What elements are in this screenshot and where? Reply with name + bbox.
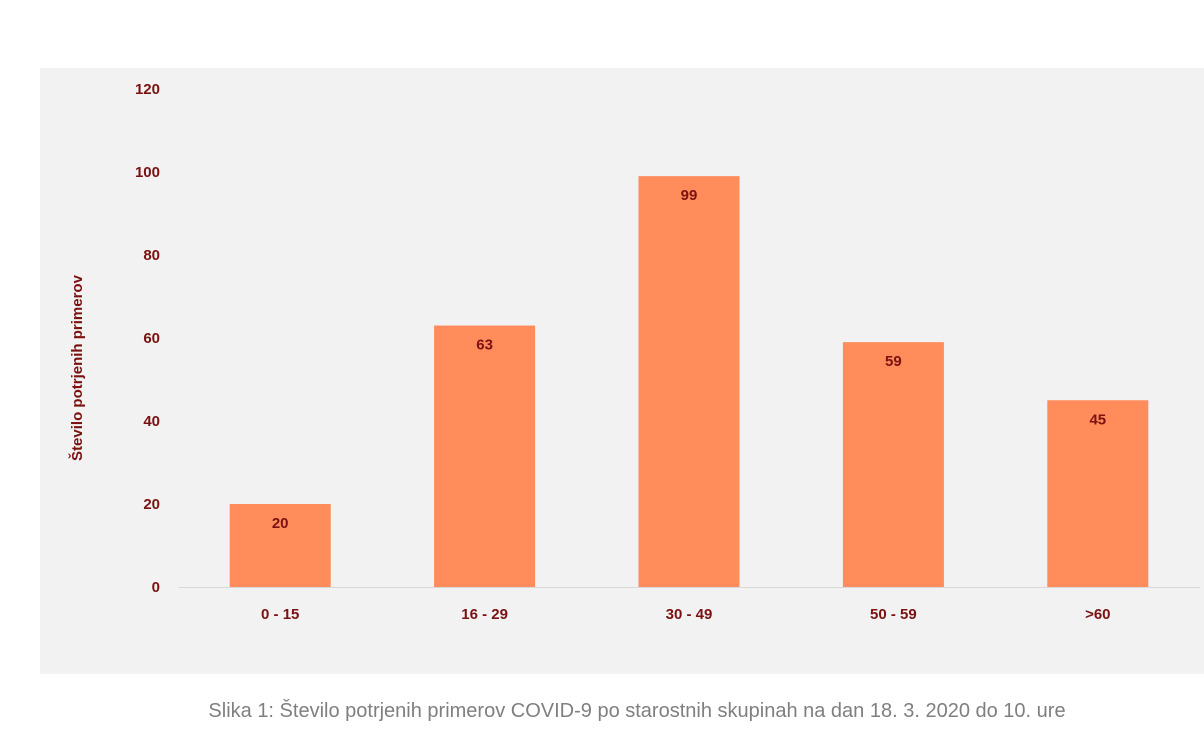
y-tick-label: 80 bbox=[143, 247, 160, 264]
y-axis-ticks: 0 20 40 60 80 100 120 bbox=[135, 81, 160, 596]
bar bbox=[434, 325, 536, 587]
x-tick-label: 50 - 59 bbox=[870, 606, 917, 623]
bar bbox=[1047, 400, 1149, 587]
bar bbox=[842, 342, 944, 587]
x-tick-label: 30 - 49 bbox=[666, 606, 713, 623]
bar bbox=[229, 504, 331, 587]
x-tick-label: >60 bbox=[1085, 606, 1110, 623]
data-labels: 20 63 99 59 45 bbox=[272, 187, 1106, 532]
data-label: 20 bbox=[272, 515, 289, 532]
y-tick-label: 60 bbox=[143, 330, 160, 347]
y-tick-label: 40 bbox=[143, 413, 160, 430]
bar bbox=[638, 176, 740, 587]
y-axis-label: Število potrjenih primerov bbox=[68, 274, 86, 461]
data-label: 45 bbox=[1089, 411, 1106, 428]
chart-panel: 0 20 40 60 80 100 120 20 63 99 59 45 0 - 15 16 - 29… bbox=[40, 68, 1204, 674]
x-axis-ticks: 0 - 15 16 - 29 30 - 49 50 - 59 >60 bbox=[261, 606, 1111, 623]
data-label: 63 bbox=[476, 337, 493, 354]
y-tick-label: 20 bbox=[143, 496, 160, 513]
data-label: 99 bbox=[681, 187, 698, 204]
x-tick-label: 16 - 29 bbox=[461, 606, 508, 623]
bars bbox=[229, 176, 1149, 587]
y-tick-label: 100 bbox=[135, 164, 160, 181]
y-tick-label: 120 bbox=[135, 81, 160, 98]
figure-caption: Slika 1: Število potrjenih primerov COVI… bbox=[208, 700, 1066, 722]
y-tick-label: 0 bbox=[152, 579, 160, 596]
x-tick-label: 0 - 15 bbox=[261, 606, 299, 623]
bar-chart: 0 20 40 60 80 100 120 20 63 99 59 45 0 - 15 16 - 29… bbox=[68, 81, 1200, 623]
data-label: 59 bbox=[885, 353, 902, 370]
